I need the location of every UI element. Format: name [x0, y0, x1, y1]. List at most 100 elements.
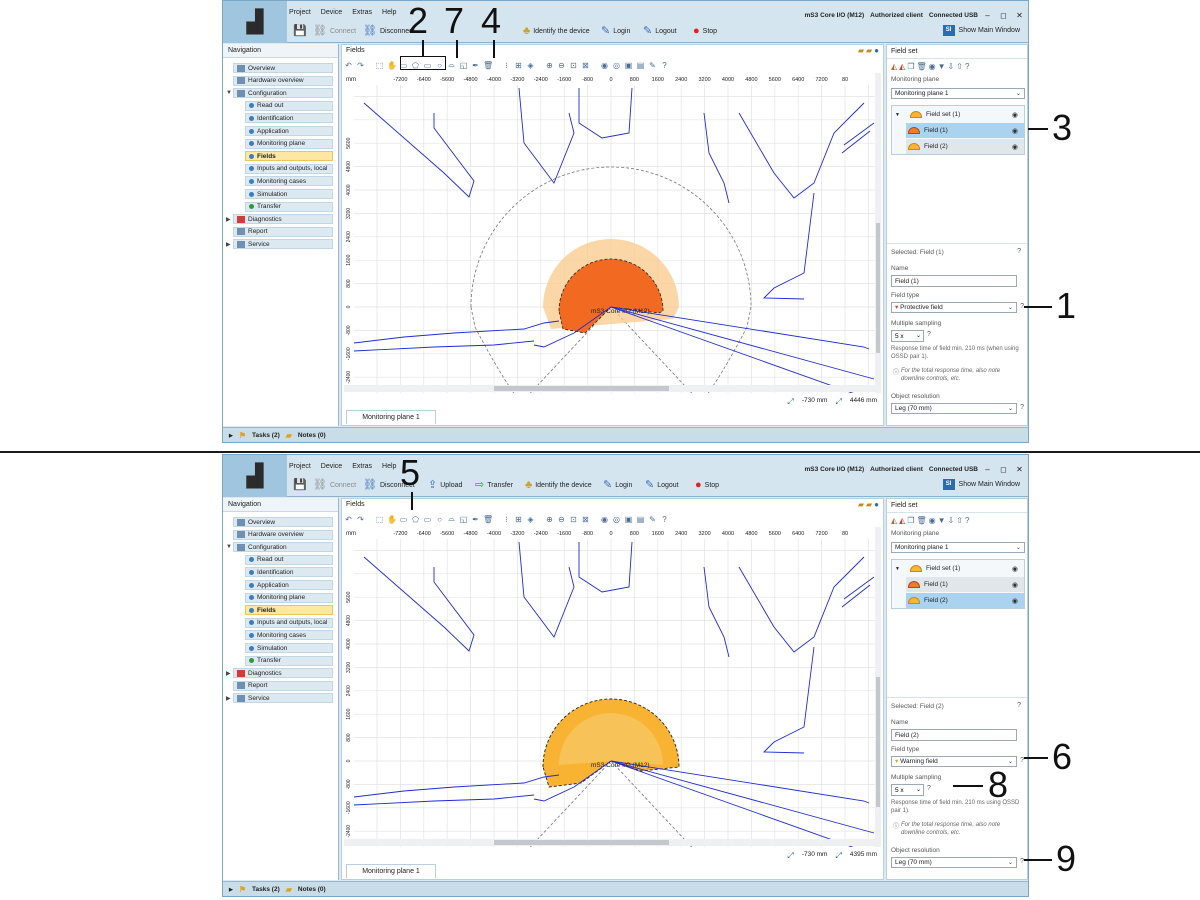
import-icon[interactable]: ⇩	[947, 516, 955, 525]
export-icon[interactable]: ⇧	[956, 62, 963, 71]
monitoring-plane-tab[interactable]: Monitoring plane 1	[346, 410, 436, 424]
tree-field-2[interactable]: Field (2) ◉	[906, 593, 1024, 608]
expand-icon[interactable]: ▼	[226, 90, 232, 97]
circle-tool-icon[interactable]: ○	[437, 60, 442, 70]
visibility-icon[interactable]: ◉	[928, 516, 936, 525]
filter-icon[interactable]: ▼	[937, 516, 946, 525]
close-button[interactable]: ✕	[1016, 465, 1023, 474]
nav-item-report[interactable]: Report	[233, 680, 333, 691]
vertical-scrollbar[interactable]	[875, 527, 881, 847]
name-field[interactable]: Field (2)	[891, 729, 1017, 741]
nav-item-inputs-and-outputs-local[interactable]: Inputs and outputs, local	[245, 163, 333, 174]
screenshot-icon[interactable]: ▤	[636, 514, 645, 524]
help-small-icon[interactable]: ?	[662, 514, 667, 524]
tree-field-2[interactable]: Field (2) ◉	[906, 139, 1024, 154]
close-button[interactable]: ✕	[1016, 11, 1023, 20]
fill-icon[interactable]: ◈	[527, 60, 534, 70]
segment-tool-icon[interactable]: ⌓	[448, 60, 455, 69]
expand-icon[interactable]: ▶	[226, 696, 231, 703]
tree-field-1[interactable]: Field (1) ◉	[906, 577, 1024, 592]
polygon-tool-icon[interactable]: ⬠	[412, 60, 419, 70]
pan-icon[interactable]: ✋	[387, 60, 397, 70]
zoom-fit-icon[interactable]: ⊡	[570, 60, 577, 70]
save-button[interactable]: 💾	[293, 477, 307, 493]
pen-icon[interactable]: ✒	[472, 514, 479, 524]
field-plot[interactable]: mm -7200 -6400 -5600 -4800 -4000 -3200 -2400 -16…	[344, 527, 876, 847]
nav-item-overview[interactable]: Overview	[233, 63, 333, 73]
zoom-out-icon[interactable]: ⊖	[558, 514, 565, 524]
eye-icon[interactable]: ◉	[1011, 127, 1018, 135]
notes-icon[interactable]: ▰	[857, 46, 864, 55]
vertical-scrollbar[interactable]	[875, 73, 881, 393]
expand-icon[interactable]: ▶	[226, 671, 231, 678]
identify-button[interactable]: ♣ Identify the device	[523, 23, 590, 39]
field-type-select[interactable]: ▾ Protective field ⌄	[891, 302, 1017, 313]
notes-icon[interactable]: ▰	[857, 500, 864, 509]
help-small-icon[interactable]: ?	[662, 60, 667, 70]
nav-item-configuration[interactable]: Configuration	[233, 88, 333, 99]
nav-item-service[interactable]: Service	[233, 693, 333, 704]
copy-icon[interactable]: ❐	[907, 516, 915, 525]
expand-icon[interactable]: ▶	[226, 217, 231, 224]
nav-item-diagnostics[interactable]: Diagnostics	[233, 668, 333, 679]
expand-icon[interactable]: ▼	[895, 565, 900, 572]
nav-item-configuration[interactable]: Configuration	[233, 542, 333, 553]
add-field-icon[interactable]: ◭	[899, 516, 906, 525]
contour-icon[interactable]: ◎	[613, 60, 620, 70]
add-set-icon[interactable]: ◭	[891, 62, 898, 71]
zoom-window-icon[interactable]: ⊠	[582, 60, 589, 70]
upload-button[interactable]: ⇪ Upload	[428, 477, 462, 493]
eye-icon[interactable]: ◉	[1011, 143, 1018, 151]
nav-item-hardware-overview[interactable]: Hardware overview	[233, 529, 333, 540]
connect-button[interactable]: ⛓ Connect	[313, 477, 356, 493]
monitoring-plane-select[interactable]: Monitoring plane 1 ⌄	[891, 542, 1025, 553]
rectangle-tool-icon[interactable]: ▭	[423, 60, 432, 70]
add-field-icon[interactable]: ◭	[899, 62, 906, 71]
nav-item-diagnostics[interactable]: Diagnostics	[233, 214, 333, 225]
help-icon[interactable]: ?	[1020, 404, 1024, 411]
view-options-icon[interactable]: ◉	[601, 514, 608, 524]
help-icon[interactable]: ●	[874, 500, 879, 509]
nav-item-inputs-and-outputs-local[interactable]: Inputs and outputs, local	[245, 617, 333, 628]
transfer-button[interactable]: ⇨ Transfer	[475, 477, 513, 493]
connect-button[interactable]: ⛓ Connect	[313, 23, 356, 39]
tree-field-1[interactable]: Field (1) ◉	[906, 123, 1024, 138]
nav-item-hardware-overview[interactable]: Hardware overview	[233, 75, 333, 86]
eye-icon[interactable]: ◉	[1011, 597, 1018, 605]
help-icon[interactable]: ?	[1020, 303, 1024, 310]
distribute-icon[interactable]: ⊞	[515, 514, 522, 524]
delete-icon[interactable]: 🗑	[483, 60, 494, 70]
help-icon[interactable]: ?	[964, 62, 970, 71]
nav-item-monitoring-plane[interactable]: Monitoring plane	[245, 592, 333, 603]
nav-item-simulation[interactable]: Simulation	[245, 643, 333, 653]
notes-link[interactable]: Notes (0)	[297, 886, 326, 893]
nav-item-application[interactable]: Application	[245, 580, 333, 590]
monitoring-plane-tab[interactable]: Monitoring plane 1	[346, 864, 436, 878]
undo-icon[interactable]: ↶	[345, 514, 352, 524]
tool-settings-icon[interactable]: ✎	[649, 514, 656, 524]
help-icon[interactable]: ?	[1020, 858, 1024, 865]
field-canvas[interactable]: mm -7200 -6400 -5600 -4800 -4000 -3200 -2400 -16…	[344, 527, 876, 847]
help-icon[interactable]: ?	[964, 516, 970, 525]
horizontal-scrollbar[interactable]	[344, 385, 876, 392]
disconnect-button[interactable]: ⛓ Disconnect	[363, 477, 415, 493]
menu-project[interactable]: Project	[289, 463, 311, 470]
eye-icon[interactable]: ◉	[1011, 581, 1018, 589]
eraser-icon[interactable]: ▭	[399, 514, 408, 524]
minimize-button[interactable]: –	[985, 11, 990, 20]
nav-item-identification[interactable]: Identification	[245, 113, 333, 124]
help-icon[interactable]: ●	[874, 46, 879, 55]
help-icon[interactable]: ?	[927, 331, 931, 338]
nav-item-simulation[interactable]: Simulation	[245, 189, 333, 199]
align-icon[interactable]: ⁝	[505, 60, 508, 70]
login-button[interactable]: ✎ Login	[601, 23, 630, 39]
expand-icon[interactable]: ▶	[229, 432, 233, 439]
field-canvas[interactable]: mm -7200 -6400 -5600 -4800 -4000 -3200 -2400 -16…	[344, 73, 876, 393]
nav-item-fields[interactable]: Fields	[245, 151, 333, 162]
delete-icon[interactable]: 🗑	[483, 514, 494, 524]
horizontal-scrollbar[interactable]	[344, 839, 876, 846]
field-plot[interactable]: mm -7200 -6400 -5600 -4800 -4000 -3200 -2400 -16…	[344, 73, 876, 393]
expand-icon[interactable]: ▶	[226, 242, 231, 249]
disconnect-button[interactable]: ⛓ Disconnect	[363, 23, 415, 39]
redo-icon[interactable]: ↷	[357, 514, 364, 524]
